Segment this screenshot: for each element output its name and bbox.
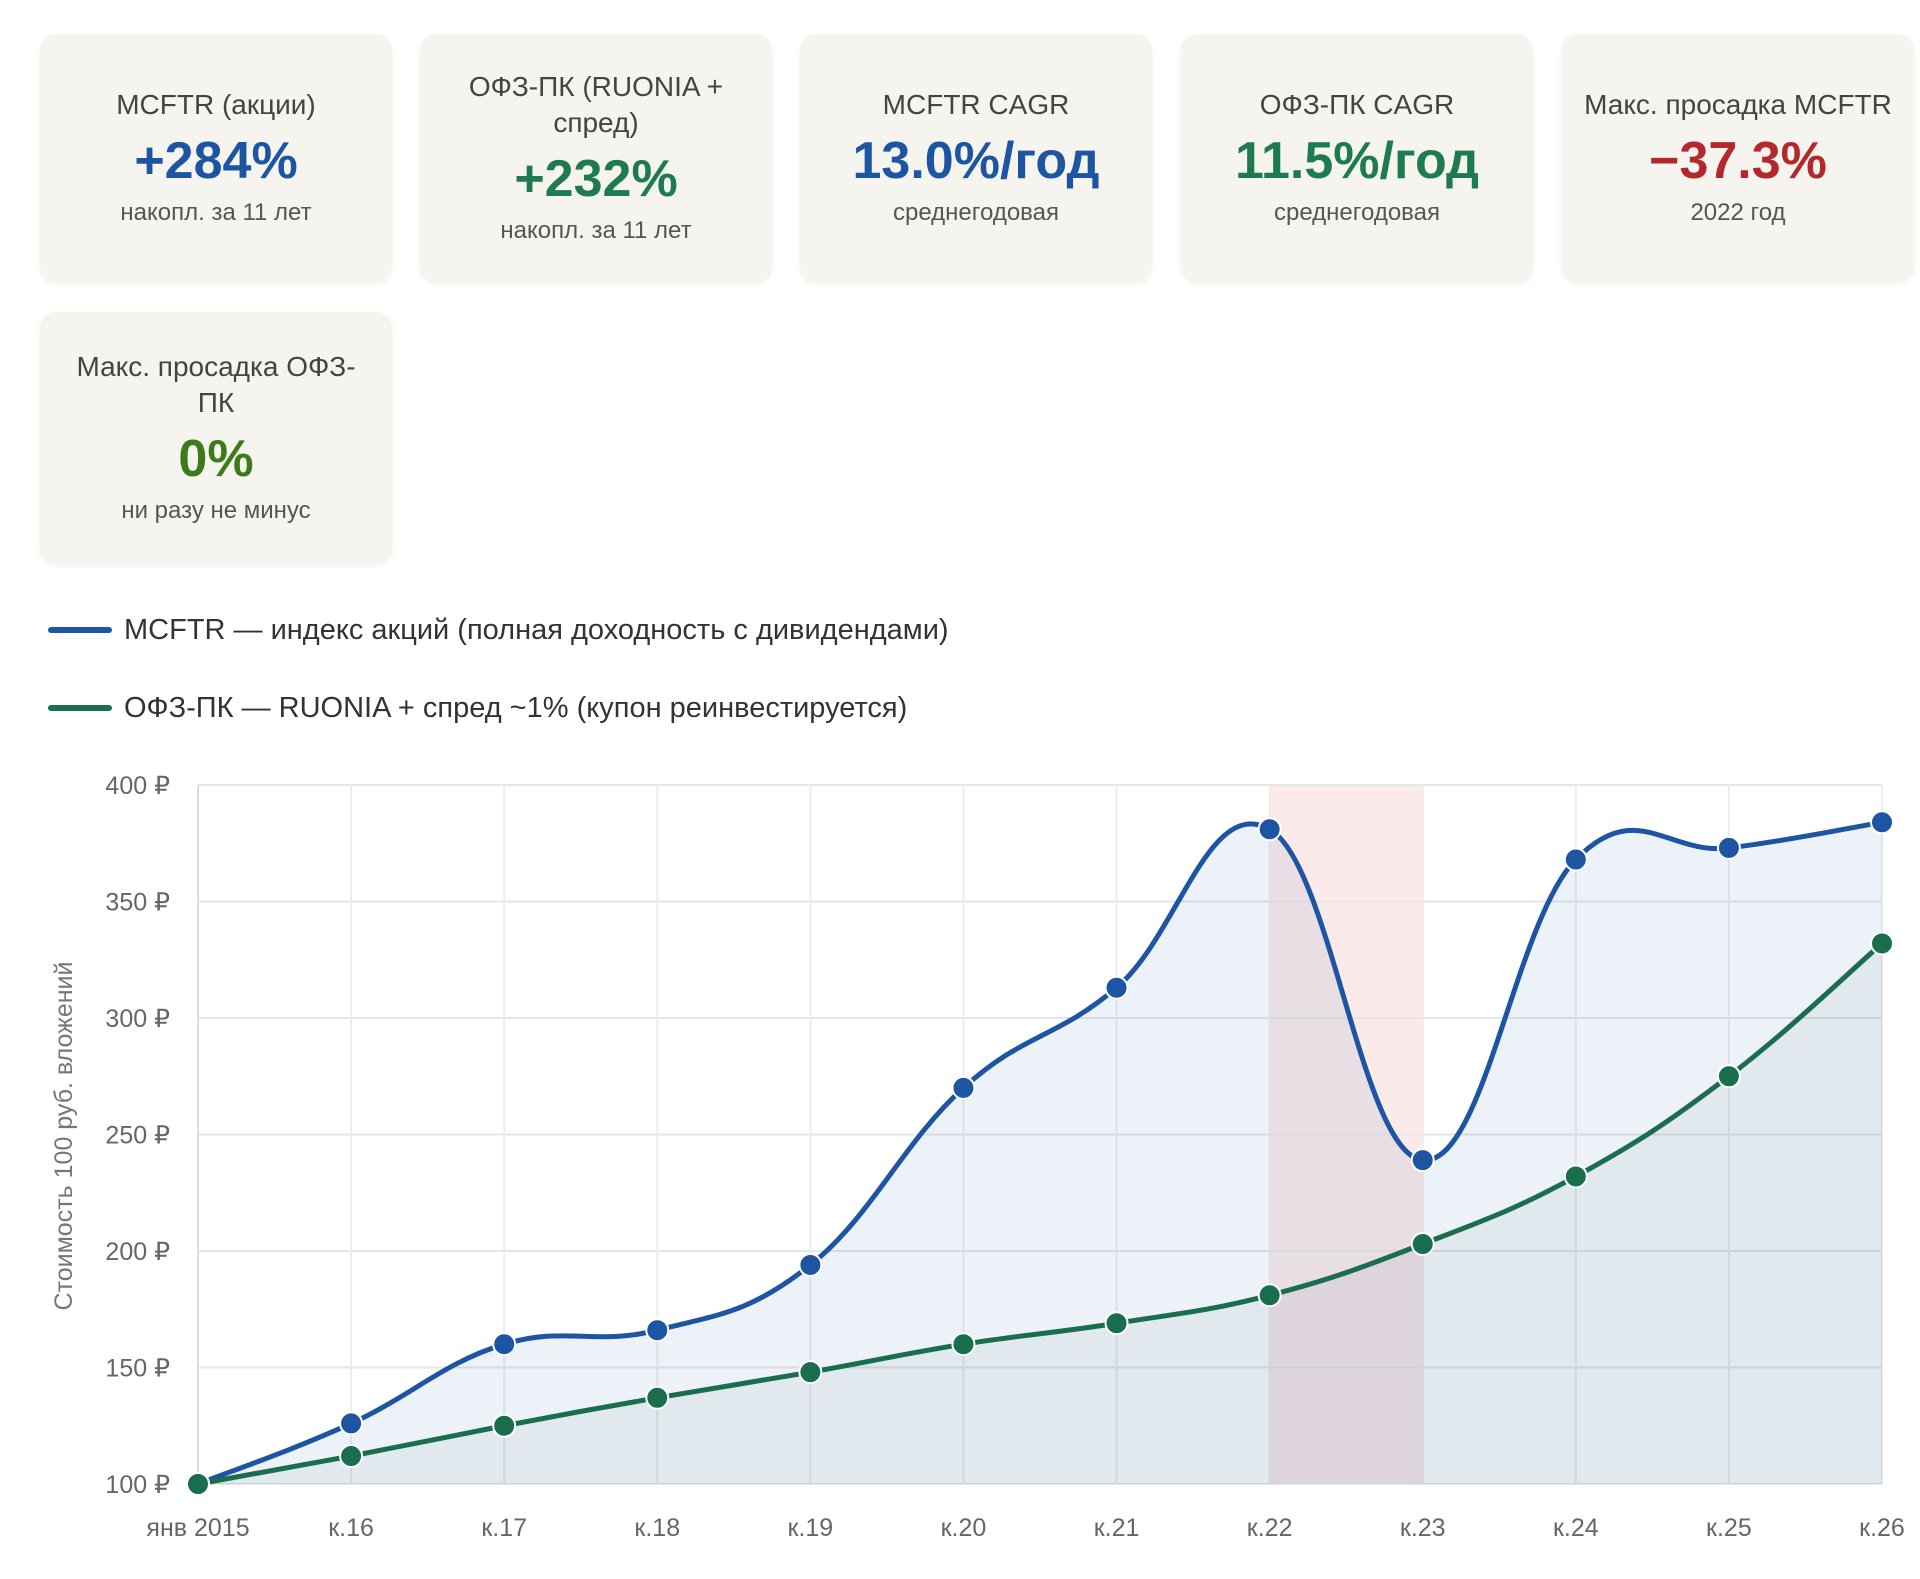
data-point: [492, 1332, 517, 1357]
data-point: [1257, 1283, 1282, 1308]
legend-label: MCFTR — индекс акций (полная доходность …: [124, 613, 949, 646]
y-axis-title: Стоимость 100 руб. вложений: [50, 962, 78, 1311]
card-sub: накопл. за 11 лет: [120, 199, 312, 226]
stat-card: MCFTR CAGR 13.0%/год среднегодовая: [800, 34, 1152, 282]
y-tick-label: 250 ₽: [105, 1122, 170, 1150]
card-sub: среднегодовая: [1274, 199, 1440, 226]
x-tick-label: к.21: [1094, 1514, 1140, 1542]
x-tick-label: янв 2015: [146, 1514, 249, 1542]
data-point: [1104, 1311, 1129, 1336]
card-sub: среднегодовая: [893, 199, 1059, 226]
data-point: [798, 1360, 823, 1385]
data-point: [1563, 1164, 1588, 1189]
data-point: [1716, 1064, 1741, 1089]
y-tick-label: 100 ₽: [105, 1471, 170, 1499]
stat-card: Макс. просадка ОФЗ-ПК 0% ни разу не мину…: [40, 312, 392, 564]
card-label: MCFTR (акции): [116, 89, 316, 120]
data-point: [492, 1413, 517, 1438]
card-label: ОФЗ-ПК (RUONIA + спред): [468, 71, 724, 138]
stat-card: ОФЗ-ПК (RUONIA + спред) +232% накопл. за…: [420, 34, 772, 282]
card-value: 13.0%/год: [852, 132, 1100, 190]
x-tick-label: к.25: [1706, 1514, 1752, 1542]
legend-swatch: [48, 627, 112, 633]
y-tick-label: 200 ₽: [105, 1238, 170, 1266]
stat-card: Макс. просадка MCFTR −37.3% 2022 год: [1562, 34, 1914, 282]
x-tick-label: к.16: [328, 1514, 374, 1542]
data-point: [951, 1075, 976, 1100]
y-tick-label: 400 ₽: [105, 772, 170, 800]
line-chart: 100 ₽ 150 ₽ 200 ₽ 250 ₽ 300 ₽ 350 ₽ 400 ₽ янв …: [50, 772, 1905, 1542]
x-tick-label: к.18: [634, 1514, 680, 1542]
card-value: −37.3%: [1649, 132, 1827, 190]
series-area: [198, 943, 1882, 1484]
card-sub: ни разу не минус: [121, 497, 311, 524]
chart-legend: MCFTR — индекс акций (полная доходность …: [48, 610, 949, 766]
data-point: [1257, 817, 1282, 842]
data-point: [1563, 847, 1588, 872]
data-point: [1716, 835, 1741, 860]
data-point: [645, 1385, 670, 1410]
card-sub: накопл. за 11 лет: [500, 217, 692, 244]
x-tick-label: к.23: [1400, 1514, 1446, 1542]
y-tick-label: 300 ₽: [105, 1005, 170, 1033]
card-value: 0%: [178, 430, 254, 488]
data-point: [798, 1252, 823, 1277]
x-tick-label: к.19: [788, 1514, 834, 1542]
legend-item[interactable]: ОФЗ-ПК — RUONIA + спред ~1% (купон реинв…: [48, 688, 949, 728]
card-value: 11.5%/год: [1234, 132, 1480, 190]
data-point: [339, 1444, 364, 1469]
data-point: [1410, 1232, 1435, 1257]
y-tick-label: 350 ₽: [105, 889, 170, 917]
stat-card: MCFTR (акции) +284% накопл. за 11 лет: [40, 34, 392, 282]
card-label: Макс. просадка ОФЗ-ПК: [76, 351, 356, 418]
x-tick-label: к.24: [1553, 1514, 1599, 1542]
card-value: +284%: [134, 132, 298, 190]
data-point: [1104, 975, 1129, 1000]
legend-swatch: [48, 705, 112, 711]
data-point: [1410, 1148, 1435, 1173]
data-point: [186, 1472, 210, 1496]
card-value: +232%: [514, 150, 678, 208]
x-tick-label: к.20: [941, 1514, 987, 1542]
data-point: [1870, 810, 1894, 835]
card-label: MCFTR CAGR: [882, 89, 1070, 120]
legend-item[interactable]: MCFTR — индекс акций (полная доходность …: [48, 610, 949, 650]
series-area: [198, 822, 1882, 1484]
card-label: ОФЗ-ПК CAGR: [1259, 89, 1455, 120]
data-point: [951, 1332, 976, 1357]
card-sub: 2022 год: [1690, 199, 1786, 226]
data-point: [645, 1318, 670, 1343]
series-line: [197, 941, 1884, 1487]
legend-label: ОФЗ-ПК — RUONIA + спред ~1% (купон реинв…: [124, 691, 908, 724]
x-tick-label: к.22: [1247, 1514, 1293, 1542]
card-label: Макс. просадка MCFTR: [1584, 89, 1892, 120]
x-tick-label: к.26: [1859, 1514, 1905, 1542]
data-point: [1870, 931, 1894, 956]
x-tick-label: к.17: [481, 1514, 527, 1542]
data-point: [339, 1411, 364, 1436]
stat-card: ОФЗ-ПК CAGR 11.5%/год среднегодовая: [1181, 34, 1533, 282]
y-tick-label: 150 ₽: [105, 1355, 170, 1383]
